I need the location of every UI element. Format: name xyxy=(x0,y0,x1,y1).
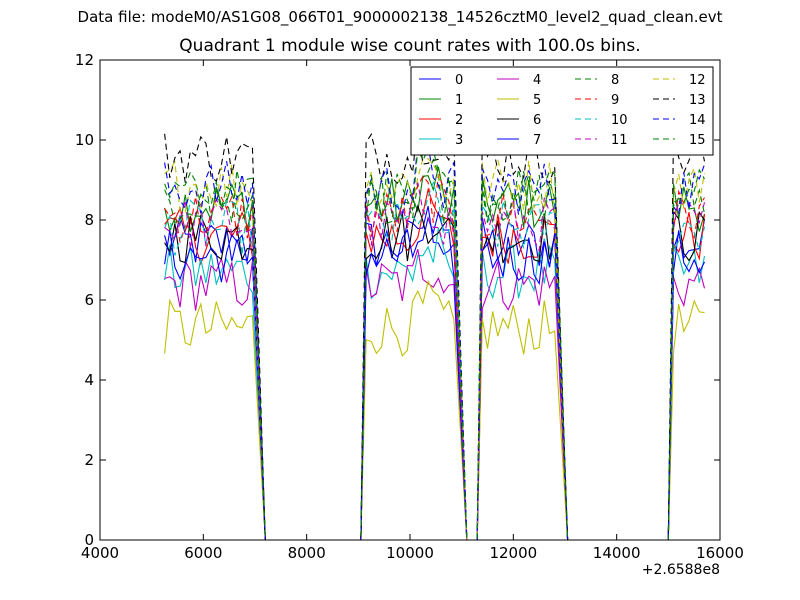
legend-label: 13 xyxy=(689,93,706,108)
legend-label: 11 xyxy=(611,133,628,148)
figure-suptitle: Data file: modeM0/AS1G08_066T01_90000021… xyxy=(77,8,723,26)
series-line-8 xyxy=(164,158,706,541)
x-tick-label: 14000 xyxy=(593,544,641,562)
series-line-14 xyxy=(164,141,706,541)
series-line-4 xyxy=(164,249,706,541)
series-line-6 xyxy=(164,204,705,541)
x-tick-label: 16000 xyxy=(696,544,744,562)
y-tick-label: 2 xyxy=(84,451,94,469)
x-tick-label: 12000 xyxy=(489,544,537,562)
series-line-9 xyxy=(164,173,705,541)
legend-label: 3 xyxy=(455,133,463,148)
series-line-5 xyxy=(164,279,705,541)
tick-layer: 4000 6000 8000 10000 12000 14000 1600002468101… xyxy=(75,51,744,562)
y-tick-label: 0 xyxy=(84,531,94,549)
legend-box xyxy=(410,66,714,156)
y-tick-label: 6 xyxy=(84,291,94,309)
legend-label: 10 xyxy=(611,113,628,128)
series-line-2 xyxy=(164,187,706,541)
legend-label: 4 xyxy=(533,73,541,88)
y-tick-label: 4 xyxy=(84,371,94,389)
legend-label: 6 xyxy=(533,113,541,128)
y-tick-label: 10 xyxy=(75,131,94,149)
series-line-1 xyxy=(164,166,706,541)
legend-label: 0 xyxy=(455,73,463,88)
legend-label: 12 xyxy=(689,73,706,88)
x-axis-offset-label: +2.6588e8 xyxy=(641,562,720,578)
y-tick-label: 8 xyxy=(84,211,94,229)
series-line-10 xyxy=(164,180,706,541)
chart-title: Quadrant 1 module wise count rates with … xyxy=(179,36,641,56)
series-line-7 xyxy=(164,210,705,541)
legend-label: 9 xyxy=(611,93,619,108)
legend-label: 15 xyxy=(689,133,706,148)
x-tick-label: 6000 xyxy=(184,544,222,562)
series-layer xyxy=(164,122,706,541)
series-line-11 xyxy=(164,182,706,541)
legend-label: 1 xyxy=(455,93,463,108)
series-line-12 xyxy=(164,158,706,541)
legend-label: 2 xyxy=(455,113,463,128)
legend-label: 8 xyxy=(611,73,619,88)
y-tick-label: 12 xyxy=(75,51,94,69)
legend-label: 7 xyxy=(533,133,541,148)
x-tick-label: 10000 xyxy=(386,544,434,562)
legend-label: 5 xyxy=(533,93,541,108)
x-tick-label: 8000 xyxy=(288,544,326,562)
legend-label: 14 xyxy=(689,113,706,128)
x-tick-label: 4000 xyxy=(81,544,119,562)
series-line-3 xyxy=(164,227,706,541)
